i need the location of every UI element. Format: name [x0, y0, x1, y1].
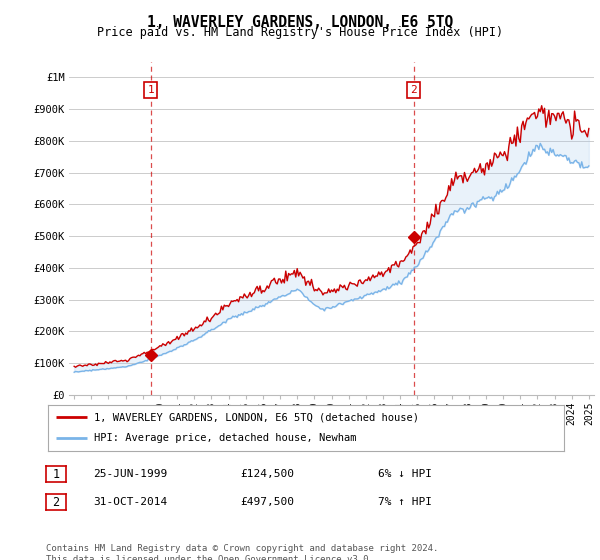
- Text: 31-OCT-2014: 31-OCT-2014: [93, 497, 167, 507]
- Text: £497,500: £497,500: [240, 497, 294, 507]
- Text: 1: 1: [52, 468, 59, 481]
- Text: 1: 1: [147, 85, 154, 95]
- Text: 1, WAVERLEY GARDENS, LONDON, E6 5TQ: 1, WAVERLEY GARDENS, LONDON, E6 5TQ: [147, 15, 453, 30]
- Text: Price paid vs. HM Land Registry's House Price Index (HPI): Price paid vs. HM Land Registry's House …: [97, 26, 503, 39]
- Text: 2: 2: [52, 496, 59, 509]
- Text: Contains HM Land Registry data © Crown copyright and database right 2024.
This d: Contains HM Land Registry data © Crown c…: [46, 544, 438, 560]
- Text: 25-JUN-1999: 25-JUN-1999: [93, 469, 167, 479]
- Text: 1, WAVERLEY GARDENS, LONDON, E6 5TQ (detached house): 1, WAVERLEY GARDENS, LONDON, E6 5TQ (det…: [94, 412, 419, 422]
- Text: 6% ↓ HPI: 6% ↓ HPI: [378, 469, 432, 479]
- Text: HPI: Average price, detached house, Newham: HPI: Average price, detached house, Newh…: [94, 433, 357, 444]
- Text: 2: 2: [410, 85, 417, 95]
- Text: £124,500: £124,500: [240, 469, 294, 479]
- Text: 7% ↑ HPI: 7% ↑ HPI: [378, 497, 432, 507]
